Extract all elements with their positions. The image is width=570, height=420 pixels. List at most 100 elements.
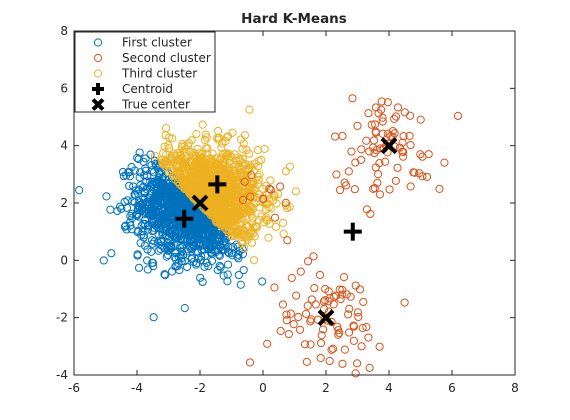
data-point: [211, 168, 220, 177]
data-point: [295, 325, 305, 334]
data-point: [238, 198, 247, 207]
data-point: [399, 152, 408, 161]
data-point: [201, 130, 210, 139]
data-point: [233, 252, 242, 261]
data-point: [210, 198, 219, 207]
data-point: [339, 273, 349, 282]
data-point: [226, 169, 235, 178]
data-point: [157, 174, 166, 184]
data-point: [243, 221, 252, 231]
data-point: [234, 153, 243, 162]
data-point: [294, 312, 303, 322]
data-point: [192, 172, 201, 181]
data-point: [200, 169, 209, 178]
data-point: [357, 342, 366, 351]
data-point: [328, 344, 338, 353]
data-point: [228, 128, 237, 137]
legend-item: First cluster: [93, 36, 192, 50]
data-point: [157, 220, 166, 229]
y-tick-label: 8: [60, 24, 68, 38]
data-point: [240, 244, 249, 253]
data-point: [335, 328, 344, 338]
data-point: [143, 221, 153, 230]
data-point: [215, 251, 224, 261]
data-point: [362, 322, 371, 332]
legend-item: Third cluster: [93, 67, 197, 81]
data-point: [351, 281, 360, 290]
data-point: [276, 182, 285, 191]
data-point: [134, 212, 143, 221]
data-point: [188, 191, 197, 200]
data-point: [338, 131, 347, 141]
data-point: [139, 182, 148, 191]
data-point: [341, 181, 351, 190]
x-stroke-2: [91, 98, 105, 111]
data-point: [172, 232, 181, 242]
data-point: [338, 359, 347, 368]
legend-marker: [92, 83, 104, 95]
data-point: [271, 222, 281, 231]
data-point: [138, 227, 147, 236]
data-point: [185, 241, 194, 250]
data-point: [209, 208, 218, 218]
third-cluster-points: [150, 105, 300, 265]
data-point: [182, 262, 192, 272]
data-point: [373, 178, 382, 187]
legend-label: Second cluster: [122, 51, 211, 65]
data-point: [186, 181, 196, 190]
data-point: [176, 235, 186, 244]
data-point: [149, 226, 158, 235]
data-point: [182, 183, 191, 192]
data-point: [292, 291, 301, 300]
data-point: [406, 182, 415, 191]
data-point: [279, 229, 288, 238]
data-point: [345, 304, 354, 313]
data-point: [163, 250, 173, 260]
data-point: [212, 153, 221, 163]
data-point: [143, 265, 152, 274]
data-point: [238, 144, 247, 153]
data-point: [272, 199, 281, 208]
data-point: [353, 308, 362, 317]
centroid-marker: [208, 175, 227, 194]
data-point: [398, 147, 407, 156]
legend-label: First cluster: [122, 36, 192, 50]
data-point: [238, 245, 247, 254]
data-point: [453, 111, 463, 120]
data-point: [215, 261, 224, 271]
data-point: [300, 340, 310, 349]
data-point: [145, 193, 155, 203]
data-point: [281, 198, 290, 207]
data-point: [160, 270, 169, 279]
x-tick-label: -6: [68, 381, 80, 395]
data-point: [306, 340, 315, 349]
data-point: [370, 148, 379, 158]
data-point: [207, 232, 216, 241]
data-point: [175, 168, 184, 177]
data-point: [167, 223, 176, 232]
data-point: [283, 236, 292, 245]
data-point: [188, 151, 197, 160]
data-point: [353, 121, 362, 131]
data-point: [234, 270, 243, 280]
x-tick-label: 6: [448, 381, 456, 395]
legend-item: Centroid: [92, 82, 173, 96]
data-point: [335, 285, 344, 294]
data-point: [244, 190, 253, 200]
data-point: [255, 203, 264, 212]
data-point: [183, 162, 192, 171]
data-point: [220, 245, 229, 254]
data-point: [330, 292, 339, 302]
data-point: [245, 105, 254, 114]
data-point: [171, 262, 180, 271]
data-point: [168, 134, 177, 143]
data-point: [264, 233, 273, 242]
data-point: [340, 345, 349, 354]
data-point: [278, 300, 288, 309]
data-point: [406, 140, 415, 150]
data-point: [107, 249, 116, 258]
data-point: [148, 208, 157, 217]
y-tick-label: -2: [56, 311, 68, 325]
data-point: [184, 138, 193, 148]
data-point: [237, 239, 247, 249]
